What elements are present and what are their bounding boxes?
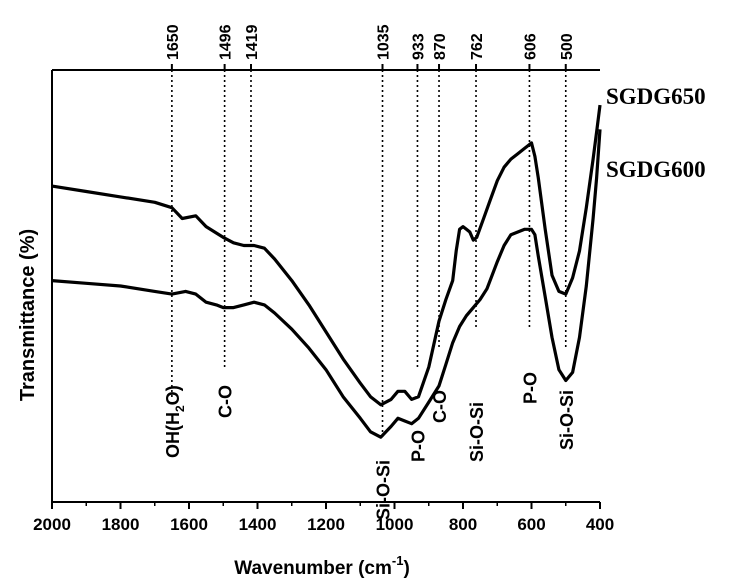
x-tick-label: 1200: [307, 515, 345, 534]
band-label: Si-O-Si: [374, 460, 394, 520]
band-label: C-O: [430, 390, 450, 423]
peak-guide-lines: [171, 70, 567, 440]
top-peak-labels: 1650 1496 1419 1035 933 870 762 606 500: [165, 24, 576, 70]
top-peak-label: 1035: [376, 24, 393, 60]
top-peak-label: 1419: [244, 24, 261, 60]
plot-frame: [51, 69, 600, 503]
x-tick-label: 1000: [376, 515, 414, 534]
band-label: OH(H2O): [163, 385, 187, 458]
series-line-sgdg600: [51, 129, 602, 439]
series-label: SGDG650: [606, 84, 706, 109]
band-label: Si-O-Si: [557, 390, 577, 450]
top-peak-label: 1650: [165, 24, 182, 60]
top-peak-label: 606: [522, 33, 539, 60]
x-tick-label: 400: [586, 515, 614, 534]
top-peak-label: 762: [469, 33, 486, 60]
x-tick-label: 1600: [170, 515, 208, 534]
top-peak-label: 933: [410, 33, 427, 60]
y-axis-title: Transmittance (%): [17, 229, 39, 401]
top-peak-label: 1496: [218, 24, 235, 60]
top-peak-label: 870: [432, 33, 449, 60]
x-tick-label: 1400: [239, 515, 277, 534]
x-tick-label: 2000: [33, 515, 71, 534]
band-assignment-labels: OH(H2O) C-OSi-O-SiP-OC-O Si-O-SiP-OSi-O-Si: [163, 372, 577, 520]
x-tick-label: 600: [517, 515, 545, 534]
top-peak-label: 500: [559, 33, 576, 60]
series-labels: SGDG650 SGDG600: [606, 84, 706, 182]
x-axis-title: Wavenumber (cm-1): [234, 553, 410, 579]
x-tick-label: 800: [449, 515, 477, 534]
band-label: P-O: [520, 372, 540, 404]
x-axis-ticks: 2000 1800 1600 1400 1200 1000 800 600 400: [33, 502, 614, 534]
series-label: SGDG600: [606, 157, 706, 182]
x-tick-label: 1800: [102, 515, 140, 534]
band-label: Si-O-Si: [467, 402, 487, 462]
band-label: P-O: [408, 430, 428, 462]
series-line-sgdg650: [51, 104, 602, 407]
band-label: C-O: [216, 385, 236, 418]
spectrum-series: [51, 104, 602, 439]
